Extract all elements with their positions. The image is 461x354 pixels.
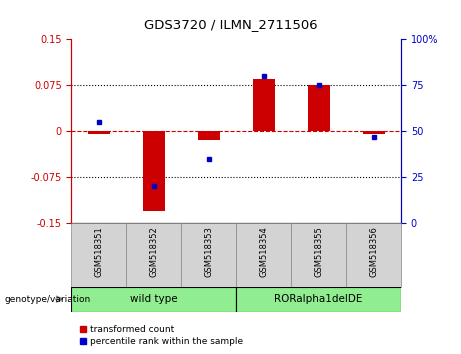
- Bar: [71, 287, 236, 312]
- Text: RORalpha1delDE: RORalpha1delDE: [274, 294, 363, 304]
- Bar: [236, 223, 291, 287]
- Text: genotype/variation: genotype/variation: [5, 295, 91, 304]
- Text: GDS3720 / ILMN_2711506: GDS3720 / ILMN_2711506: [144, 18, 317, 31]
- Bar: [346, 223, 401, 287]
- Bar: [126, 223, 181, 287]
- Bar: [143, 131, 165, 211]
- Bar: [291, 223, 346, 287]
- Bar: [236, 287, 401, 312]
- Bar: [88, 131, 110, 134]
- Bar: [363, 131, 384, 134]
- Legend: transformed count, percentile rank within the sample: transformed count, percentile rank withi…: [76, 321, 247, 349]
- Bar: [307, 85, 330, 131]
- Bar: [253, 79, 275, 131]
- Text: GSM518354: GSM518354: [259, 226, 268, 277]
- Text: GSM518355: GSM518355: [314, 226, 323, 277]
- Text: GSM518356: GSM518356: [369, 226, 378, 277]
- Text: GSM518353: GSM518353: [204, 226, 213, 277]
- Bar: [198, 131, 220, 140]
- Text: GSM518352: GSM518352: [149, 226, 159, 277]
- Bar: [181, 223, 236, 287]
- Text: wild type: wild type: [130, 294, 177, 304]
- Bar: [71, 223, 126, 287]
- Text: GSM518351: GSM518351: [95, 226, 103, 277]
